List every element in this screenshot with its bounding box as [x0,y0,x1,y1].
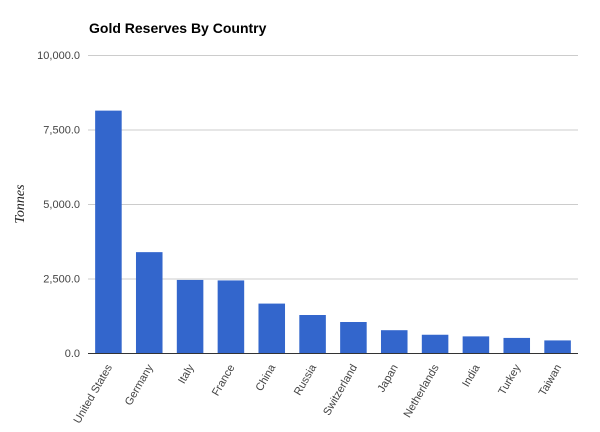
bar [421,334,449,353]
x-tick-label: Russia [292,362,320,398]
y-axis-title: Tonnes [13,184,28,224]
y-tick-label: 2,500.0 [43,274,80,286]
x-tick-label: Netherlands [402,362,442,420]
x-tick-label: Germany [123,362,156,408]
bar [176,279,204,353]
bar [217,280,245,353]
bar [95,110,122,353]
gridlines [88,55,578,280]
x-tick-label: Turkey [496,362,523,397]
bar [340,322,367,353]
bars [95,110,571,353]
bar [544,340,571,353]
x-axis-tick-labels: United States Germany Italy France China Russ… [72,362,565,426]
x-tick-label: Italy [176,362,197,386]
y-axis-tick-labels: 0.0 2,500.0 5,000.0 7,500.0 10,000.0 [37,50,80,360]
x-tick-label: Taiwan [537,363,565,399]
x-tick-label: France [210,363,238,399]
y-tick-label: 0.0 [65,348,80,360]
chart-title: Gold Reserves By Country [89,20,267,36]
bar [380,330,408,353]
x-tick-label: United States [72,362,116,426]
bar [258,303,286,353]
bar [299,315,326,353]
x-tick-label: Japan [375,363,400,395]
x-tick-label: India [460,362,483,389]
bar [135,252,163,353]
y-tick-label: 10,000.0 [37,50,80,62]
bar [503,337,531,353]
y-tick-label: 5,000.0 [43,199,80,211]
bar [462,336,490,353]
x-tick-label: China [254,362,279,394]
y-tick-label: 7,500.0 [43,125,80,137]
x-tick-label: Switzerland [321,363,360,418]
